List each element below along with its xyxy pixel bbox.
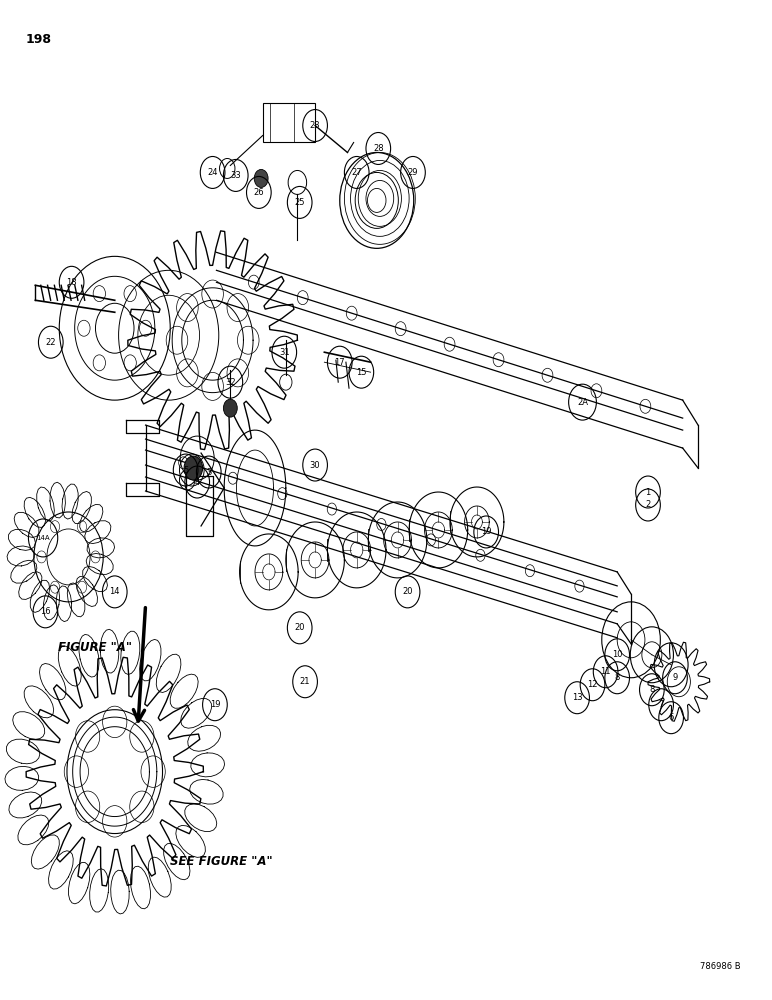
Text: 8: 8	[649, 685, 655, 694]
Text: 21: 21	[300, 677, 310, 686]
Text: 4: 4	[195, 478, 200, 487]
Text: 2A: 2A	[577, 398, 588, 407]
Text: FIGURE "A": FIGURE "A"	[59, 641, 133, 654]
Text: 31: 31	[279, 348, 290, 357]
Text: 29: 29	[408, 168, 418, 177]
Text: 20: 20	[402, 587, 413, 596]
Text: 20: 20	[294, 623, 305, 632]
Text: 12: 12	[587, 680, 598, 689]
Text: 6: 6	[669, 713, 674, 722]
Bar	[262, 103, 315, 142]
Text: 30: 30	[310, 461, 320, 470]
Text: 19: 19	[210, 700, 220, 709]
Text: 16: 16	[40, 607, 51, 616]
Text: 10: 10	[612, 650, 622, 659]
Text: 14: 14	[110, 587, 120, 596]
Text: 25: 25	[294, 198, 305, 207]
Circle shape	[254, 169, 268, 187]
Text: 18: 18	[66, 278, 77, 287]
Text: 23: 23	[310, 121, 320, 130]
Text: 198: 198	[25, 33, 52, 46]
Text: SEE FIGURE "A": SEE FIGURE "A"	[171, 855, 273, 868]
Text: 1: 1	[645, 488, 651, 497]
Text: 14A: 14A	[36, 535, 50, 541]
Text: 32: 32	[225, 378, 235, 387]
Text: 19: 19	[481, 527, 492, 536]
Text: 2: 2	[645, 500, 651, 509]
Text: 7: 7	[659, 700, 664, 709]
Text: 22: 22	[46, 338, 56, 347]
Text: 5: 5	[183, 466, 188, 475]
Text: 26: 26	[253, 188, 264, 197]
Text: 27: 27	[351, 168, 362, 177]
Text: 15: 15	[356, 368, 367, 377]
Text: 11: 11	[601, 667, 611, 676]
Text: 3: 3	[206, 468, 212, 477]
Text: 8: 8	[615, 673, 620, 682]
Text: 24: 24	[208, 168, 218, 177]
Text: 786986 B: 786986 B	[700, 962, 740, 971]
Text: 13: 13	[572, 693, 582, 702]
Circle shape	[184, 456, 202, 480]
Text: 17: 17	[334, 358, 345, 367]
Circle shape	[223, 399, 237, 417]
Text: 9: 9	[672, 673, 678, 682]
Text: 33: 33	[230, 171, 241, 180]
Text: 28: 28	[373, 144, 384, 153]
